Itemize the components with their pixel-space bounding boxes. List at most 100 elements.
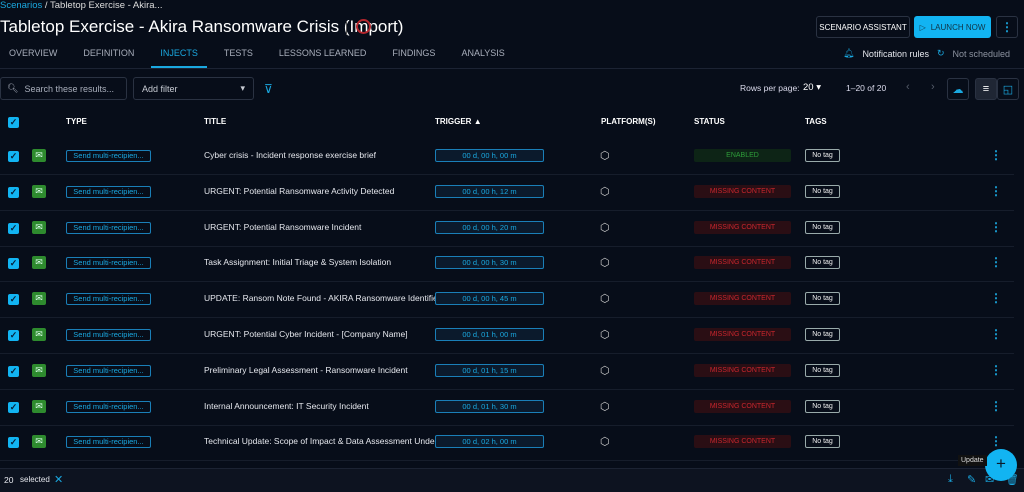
- update-tooltip: Update: [958, 455, 987, 466]
- tag-chip: No tag: [805, 184, 840, 198]
- row-checkbox[interactable]: ✓: [8, 294, 19, 306]
- launch-now-button[interactable]: ▷ LAUNCH NOW: [914, 16, 991, 38]
- timeline-view-icon[interactable]: ◱: [997, 78, 1019, 100]
- download-icon[interactable]: ⤓: [948, 473, 953, 485]
- col-title[interactable]: TITLE: [204, 117, 227, 126]
- tab-tests[interactable]: TESTS: [223, 48, 253, 58]
- row-checkbox[interactable]: ✓: [8, 401, 19, 413]
- trigger-time: 00 d, 00 h, 00 m: [435, 149, 544, 162]
- email-icon: ✉: [32, 399, 46, 413]
- table-row[interactable]: ✓ ✉ Send multi-recipien... URGENT: Poten…: [0, 175, 1014, 211]
- table-row[interactable]: ✓ ✉ Send multi-recipien... URGENT: Poten…: [0, 211, 1014, 247]
- table-row[interactable]: ✓ ✉ Send multi-recipien... Task Assignme…: [0, 246, 1014, 283]
- scenario-assistant-button[interactable]: SCENARIO ASSISTANT: [816, 16, 910, 38]
- tab-injects[interactable]: INJECTS: [151, 42, 207, 68]
- trigger-time: 00 d, 00 h, 30 m: [435, 256, 544, 270]
- tab-overview[interactable]: OVERVIEW: [9, 48, 58, 58]
- inject-title[interactable]: UPDATE: Ransom Note Found - AKIRA Ransom…: [204, 293, 443, 304]
- table-row[interactable]: ✓ ✉ Send multi-recipien... Preliminary L…: [0, 354, 1014, 390]
- inject-title[interactable]: URGENT: Potential Ransomware Activity De…: [204, 185, 395, 196]
- status-badge: MISSING CONTENT: [694, 399, 791, 413]
- prev-page-button[interactable]: ‹: [906, 81, 910, 93]
- list-view-icon[interactable]: ≡: [975, 78, 997, 100]
- col-tags[interactable]: TAGS: [805, 117, 827, 126]
- row-checkbox[interactable]: ✓: [8, 151, 19, 162]
- row-menu-icon[interactable]: ⋮: [990, 219, 1002, 234]
- row-checkbox[interactable]: ✓: [8, 222, 19, 234]
- inject-title[interactable]: Internal Announcement: IT Security Incid…: [204, 400, 369, 411]
- trigger-time: 00 d, 00 h, 20 m: [435, 220, 544, 234]
- tab-findings[interactable]: FINDINGS: [392, 48, 436, 58]
- row-menu-icon[interactable]: ⋮: [990, 255, 1002, 270]
- inject-title[interactable]: URGENT: Potential Cyber Incident - [Comp…: [204, 329, 408, 339]
- email-icon: ✉: [32, 256, 46, 270]
- row-menu-icon[interactable]: ⋮: [990, 327, 1002, 341]
- search-placeholder: Search these results...: [24, 83, 114, 94]
- platform-icon: ⬡: [600, 221, 610, 234]
- breadcrumb-scenarios[interactable]: Scenarios: [0, 0, 43, 11]
- inject-title[interactable]: Cyber crisis - Incident response exercis…: [204, 150, 376, 160]
- inject-type-chip: Send multi-recipien...: [66, 185, 151, 198]
- add-filter-select[interactable]: Add filter ▾: [133, 77, 254, 100]
- col-type[interactable]: TYPE: [66, 117, 87, 126]
- more-options-button[interactable]: ⋮: [996, 16, 1018, 38]
- row-checkbox[interactable]: ✓: [8, 330, 19, 341]
- trigger-time: 00 d, 02 h, 00 m: [435, 435, 544, 449]
- notification-rules-link[interactable]: Notification rules: [862, 48, 929, 59]
- table-row[interactable]: ✓ ✉ Send multi-recipien... Technical Upd…: [0, 425, 1014, 462]
- row-menu-icon[interactable]: ⋮: [990, 148, 1002, 162]
- status-ring-icon: [356, 19, 371, 34]
- inject-title[interactable]: URGENT: Potential Ransomware Incident: [204, 221, 362, 232]
- email-icon: ✉: [32, 220, 46, 234]
- tab-definition[interactable]: DEFINITION: [83, 48, 135, 58]
- table-row[interactable]: ✓ ✉ Send multi-recipien... Internal Anno…: [0, 390, 1014, 426]
- inject-title[interactable]: Task Assignment: Initial Triage & System…: [204, 257, 392, 268]
- inject-type-chip: Send multi-recipien...: [66, 400, 151, 413]
- email-icon: ✉: [32, 292, 46, 306]
- edit-icon[interactable]: ✎: [967, 474, 977, 486]
- schedule-status: Not scheduled: [952, 48, 1011, 59]
- row-menu-icon[interactable]: ⋮: [990, 291, 1002, 306]
- table-row[interactable]: ✓ ✉ Send multi-recipien... UPDATE: Ranso…: [0, 282, 1014, 319]
- row-menu-icon[interactable]: ⋮: [990, 398, 1002, 413]
- rows-per-page-label: Rows per page:: [740, 83, 800, 93]
- select-all-checkbox[interactable]: ✓: [8, 117, 19, 128]
- inject-title[interactable]: Preliminary Legal Assessment - Ransomwar…: [204, 364, 408, 375]
- clear-selection-icon[interactable]: ✕: [54, 474, 64, 486]
- table-row[interactable]: ✓ ✉ Send multi-recipien... Cyber crisis …: [0, 139, 1014, 175]
- row-checkbox[interactable]: ✓: [8, 365, 19, 377]
- col-trigger[interactable]: TRIGGER ▲: [435, 117, 482, 126]
- status-badge: MISSING CONTENT: [694, 220, 791, 234]
- page-title: Tabletop Exercise - Akira Ransomware Cri…: [0, 17, 404, 36]
- row-checkbox[interactable]: ✓: [8, 186, 19, 198]
- row-checkbox[interactable]: ✓: [8, 437, 19, 449]
- row-checkbox[interactable]: ✓: [8, 258, 19, 270]
- divider: [0, 68, 1024, 69]
- search-input[interactable]: 🔍︎ Search these results...: [0, 77, 127, 100]
- inject-type-chip: Send multi-recipien...: [66, 364, 151, 377]
- breadcrumb-current: Tabletop Exercise - Akira...: [50, 0, 163, 11]
- col-platforms[interactable]: PLATFORM(S): [601, 117, 656, 126]
- inject-title[interactable]: Technical Update: Scope of Impact & Data…: [204, 436, 445, 447]
- email-icon[interactable]: ✉: [985, 474, 995, 486]
- tab-lessons-learned[interactable]: LESSONS LEARNED: [278, 48, 367, 58]
- col-status[interactable]: STATUS: [694, 117, 725, 126]
- tag-chip: No tag: [805, 220, 840, 234]
- add-inject-button[interactable]: +: [985, 449, 1017, 481]
- platform-icon: ⬡: [600, 257, 610, 270]
- status-badge: MISSING CONTENT: [694, 363, 791, 377]
- upload-icon[interactable]: ☁: [947, 78, 969, 100]
- next-page-button[interactable]: ›: [931, 81, 935, 93]
- schedule-icon[interactable]: ↻: [936, 48, 945, 58]
- row-menu-icon[interactable]: ⋮: [990, 183, 1002, 198]
- tab-analysis[interactable]: ANALYSIS: [461, 48, 505, 58]
- row-menu-icon[interactable]: ⋮: [990, 362, 1002, 377]
- email-icon: ✉: [32, 328, 46, 341]
- email-icon: ✉: [32, 184, 46, 198]
- selected-count: 20: [4, 475, 14, 485]
- row-menu-icon[interactable]: ⋮: [990, 434, 1002, 449]
- table-row[interactable]: ✓ ✉ Send multi-recipien... URGENT: Poten…: [0, 318, 1014, 354]
- clear-filters-icon[interactable]: ⊽: [264, 82, 273, 96]
- rows-value: 20: [803, 82, 814, 93]
- rows-per-page-select[interactable]: 20 ▾: [803, 82, 821, 93]
